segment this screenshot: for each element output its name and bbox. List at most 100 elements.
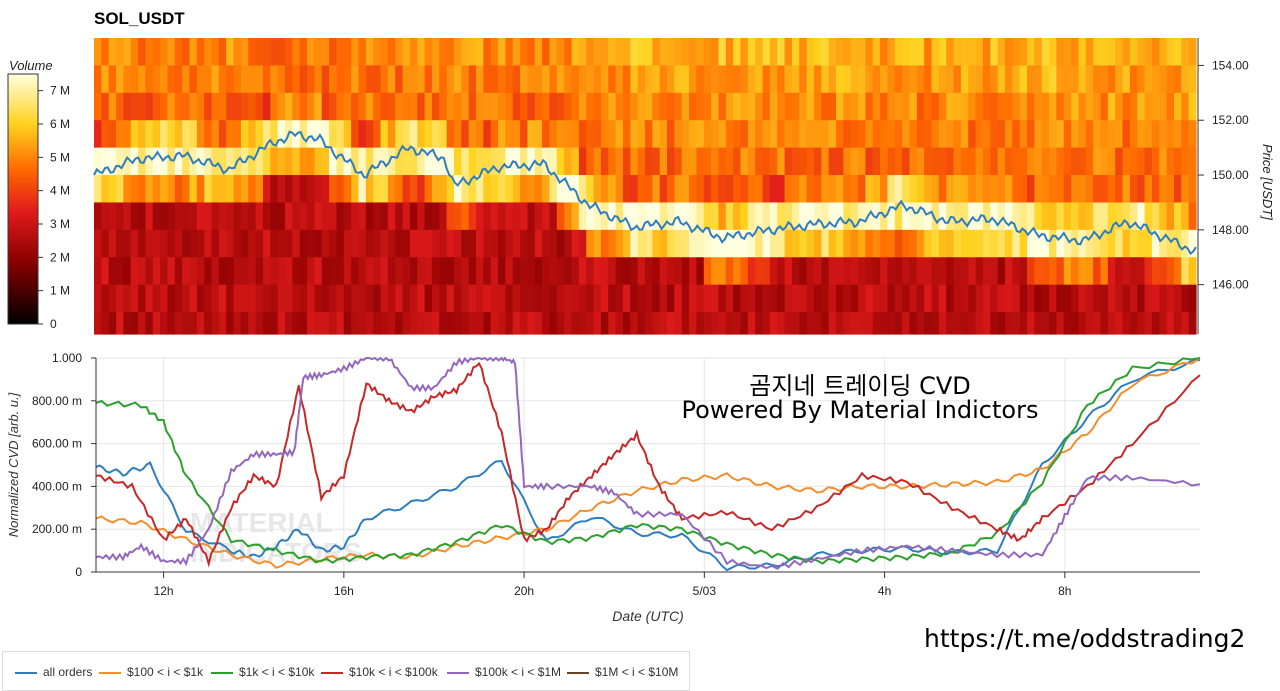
heatmap-cell [270,65,279,94]
heatmap-cell [505,38,514,67]
legend-item[interactable]: $10k < i < $100k [349,665,438,679]
heatmap-cell [277,202,286,231]
heatmap-cell [696,202,705,231]
telegram-link[interactable]: https://t.me/oddstrading2 [924,624,1246,653]
heatmap-cell [182,147,191,176]
heatmap-cell [564,38,573,67]
legend-item[interactable]: $100k < i < $1M [475,665,562,679]
heatmap-cell [975,147,984,176]
heatmap-cell [747,284,756,313]
heatmap-cell [931,284,940,313]
heatmap-cell [622,312,631,335]
y-tick-label: 600.00 m [32,437,82,451]
heatmap-cell [600,202,609,231]
heatmap-cell [571,38,580,67]
heatmap-cell [564,92,573,121]
heatmap-cell [637,38,646,67]
heatmap-cell [461,92,470,121]
heatmap-cell [204,38,213,67]
heatmap-cell [946,229,955,258]
heatmap-cell [116,65,124,94]
heatmap-cell [285,65,293,94]
heatmap-cell [520,202,529,231]
heatmap-cell [586,65,595,94]
heatmap-cell [373,312,382,335]
heatmap-cell [329,92,338,121]
heatmap-cell [894,229,903,258]
heatmap-cell [498,229,507,258]
heatmap-cell [402,229,411,258]
heatmap-cell [116,257,124,286]
heatmap-cell [240,38,249,67]
heatmap-cell [226,120,235,149]
heatmap-cell [1049,38,1058,67]
heatmap-cell [667,284,675,313]
heatmap-cell [586,92,595,121]
heatmap-cell [1049,65,1058,94]
heatmap-cell [828,229,837,258]
heatmap-cell [218,257,227,286]
heatmap-cell [1188,65,1197,94]
heatmap-cell [446,65,455,94]
heatmap-cell [240,257,249,286]
heatmap-cell [277,312,286,335]
heatmap-cell [1027,257,1035,286]
heatmap-cell [285,38,293,67]
heatmap-cell [762,65,771,94]
heatmap-cell [571,229,580,258]
heatmap-cell [387,175,396,204]
heatmap-cell [652,202,661,231]
heatmap-cell [248,120,257,149]
legend-item[interactable]: $100 < i < $1k [127,665,204,679]
heatmap-cell [270,202,279,231]
heatmap-cell [791,175,800,204]
heatmap-cell [417,229,426,258]
heatmap-cell [498,284,507,313]
heatmap-cell [703,120,712,149]
heatmap-cell [233,120,242,149]
heatmap-cell [880,175,889,204]
heatmap-cell [600,284,609,313]
heatmap-cell [351,120,360,149]
heatmap-cell [1085,92,1094,121]
heatmap-cell [1115,257,1124,286]
heatmap-cell [982,229,991,258]
heatmap-cell [402,202,411,231]
heatmap-cell [380,175,389,204]
heatmap-cell [218,229,227,258]
heatmap-cell [138,175,147,204]
heatmap-cell [123,175,132,204]
heatmap-cell [593,92,602,121]
heatmap-cell [828,312,837,335]
heatmap-cell [960,284,969,313]
heatmap-cell [1034,65,1043,94]
heatmap-cell [674,92,683,121]
heatmap-cell [431,202,440,231]
heatmap-cell [182,202,191,231]
legend-item[interactable]: all orders [43,665,93,679]
heatmap-cell [887,65,896,94]
heatmap-cell [270,175,279,204]
heatmap-cell [130,202,139,231]
heatmap-cell [1041,92,1050,121]
heatmap-cell [321,92,330,121]
heatmap-cell [424,147,433,176]
heatmap-cell [916,92,925,121]
heatmap-cell [931,175,940,204]
heatmap-cell [659,65,668,94]
heatmap-cell [586,202,595,231]
legend-item[interactable]: $1M < i < $10M [595,665,679,679]
heatmap-cell [1019,202,1028,231]
heatmap-cell [409,284,418,313]
heatmap-cell [431,38,440,67]
colorbar-tick-label: 7 M [50,84,70,98]
legend-item[interactable]: $1k < i < $10k [239,665,315,679]
heatmap-cell [931,257,940,286]
heatmap-cell [1159,257,1168,286]
heatmap-cell [836,229,844,258]
heatmap-cell [755,257,764,286]
heatmap-cell [534,147,543,176]
heatmap-cell [689,312,698,335]
heatmap-cell [123,257,132,286]
heatmap-cell [1100,65,1109,94]
